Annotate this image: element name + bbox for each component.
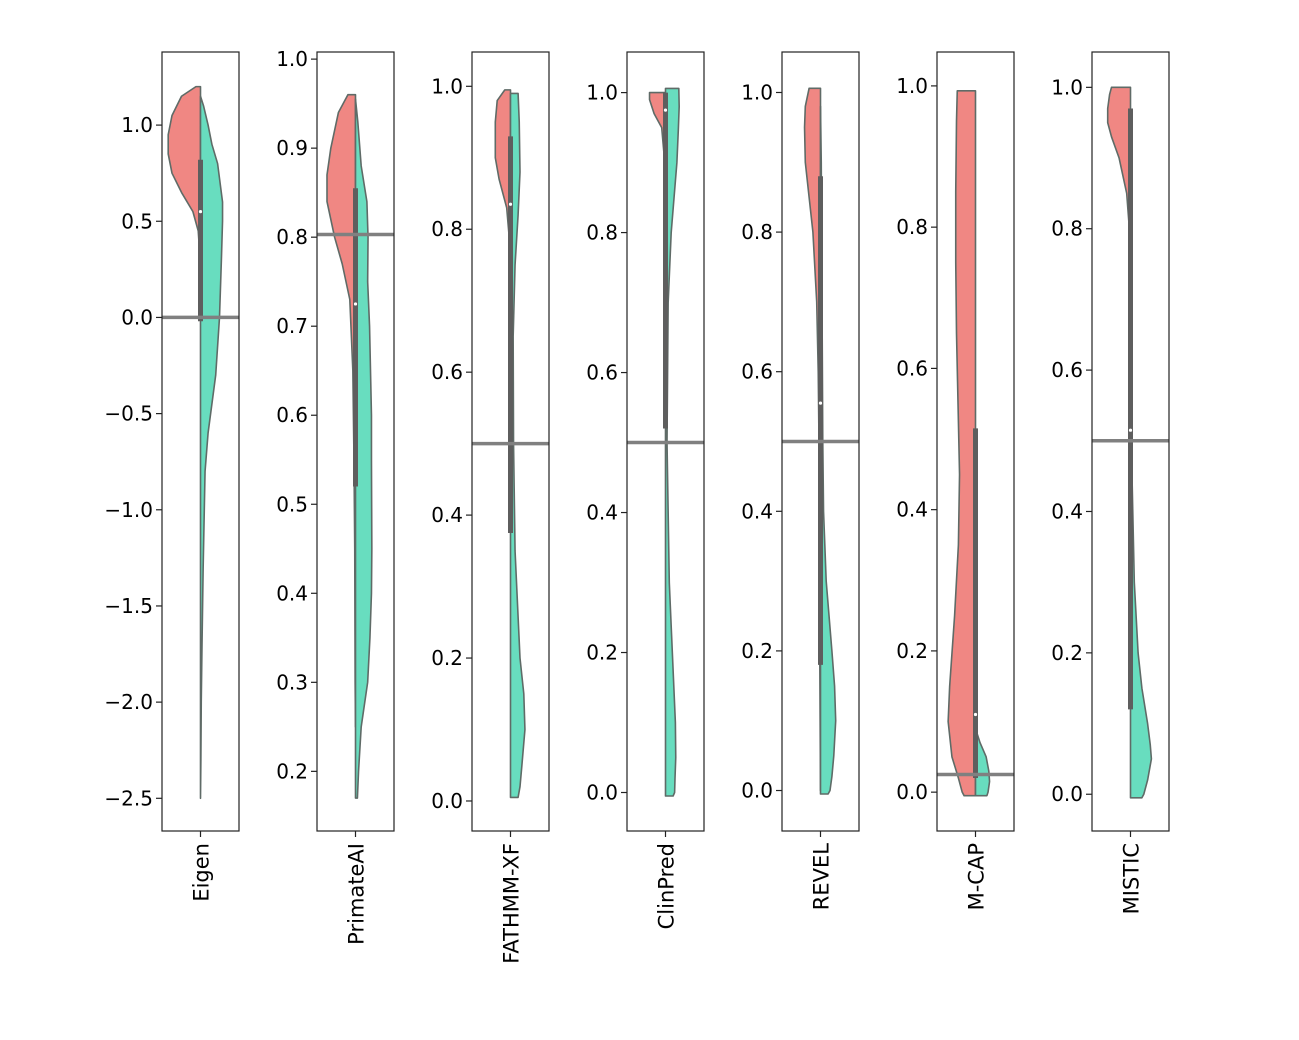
y-tick-label: 0.4 [431, 503, 463, 527]
category-label-m-cap: M-CAP [965, 843, 989, 910]
y-tick-label: 0.6 [741, 360, 773, 384]
y-tick-label: 0.0 [586, 781, 618, 805]
violin-left-half [1106, 86, 1132, 265]
y-tick-label: 0.2 [896, 639, 928, 663]
y-tick-label: 0.8 [896, 215, 928, 239]
y-tick-label: 0.3 [276, 670, 308, 694]
y-tick-label: 0.0 [896, 780, 928, 804]
y-tick-label: 1.0 [586, 81, 618, 105]
violin-right-half [199, 95, 224, 800]
violin-right-half [354, 98, 373, 799]
y-tick-label: 0.2 [741, 639, 773, 663]
y-tick-label: −1.5 [104, 594, 153, 618]
y-tick-label: 0.2 [276, 759, 308, 783]
y-tick-label: 0.2 [586, 641, 618, 665]
y-tick-label: 0.4 [586, 501, 618, 525]
y-tick-label: −2.5 [104, 786, 153, 810]
y-tick-label: 0.6 [1051, 358, 1083, 382]
category-label-fathmm-xf: FATHMM-XF [500, 843, 524, 964]
violin-right-half [1129, 157, 1153, 799]
median-point [508, 202, 513, 206]
y-tick-label: 0.0 [431, 789, 463, 813]
y-tick-label: 0.4 [896, 498, 928, 522]
category-label-revel: REVEL [810, 843, 834, 910]
panel-eigen: 1.0 0.5 0.0 −0.5 −1.0 −1.5 −2.0 −2.5 Eigen [104, 51, 240, 902]
median-point [353, 302, 358, 306]
y-tick-label: 1.0 [431, 74, 463, 98]
y-tick-label: 0.4 [741, 499, 773, 523]
y-tick-label: 0.8 [276, 225, 308, 249]
median-point [818, 401, 823, 405]
y-tick-label: 1.0 [741, 80, 773, 104]
violin-right-half [509, 92, 526, 799]
violin-right-half [664, 87, 680, 797]
median-point [1128, 428, 1133, 432]
y-tick-label: 0.0 [1051, 782, 1083, 806]
y-tick-label: 1.0 [121, 113, 153, 137]
y-tick-label: 0.6 [276, 403, 308, 427]
category-label-primateai: PrimateAI [345, 843, 369, 945]
y-tick-label: −0.5 [104, 402, 153, 426]
category-label-eigen: Eigen [190, 843, 214, 902]
y-tick-label: 0.8 [1051, 217, 1083, 241]
y-tick-label: 0.0 [121, 305, 153, 329]
y-tick-label: 0.8 [586, 221, 618, 245]
panel-m-cap: 1.0 0.8 0.6 0.4 0.2 0.0 M-CAP [896, 51, 1015, 910]
median-point [198, 210, 203, 214]
category-label-clinpred: ClinPred [655, 843, 679, 929]
y-tick-label: 0.8 [431, 217, 463, 241]
violin-left-half [326, 93, 357, 728]
y-tick-label: 0.7 [276, 314, 308, 338]
y-tick-label: 0.6 [431, 360, 463, 384]
y-tick-label: 0.5 [276, 492, 308, 516]
y-tick-label: 0.6 [586, 361, 618, 385]
y-tick-label: 0.5 [121, 209, 153, 233]
y-tick-label: 0.2 [1051, 641, 1083, 665]
median-point [973, 712, 978, 717]
panel-mistic: 1.0 0.8 0.6 0.4 0.2 0.0 MISTIC [1051, 51, 1170, 914]
category-label-mistic: MISTIC [1120, 843, 1144, 914]
panel-fathmm-xf: 1.0 0.8 0.6 0.4 0.2 0.0 FATHMM-XF [431, 51, 550, 964]
y-tick-label: 0.4 [1051, 499, 1083, 523]
violin-left-half [947, 90, 977, 797]
panel-revel: 1.0 0.8 0.6 0.4 0.2 0.0 REVEL [741, 51, 860, 910]
y-tick-label: 0.2 [431, 646, 463, 670]
violin-left-half [167, 85, 202, 280]
panel-primateai: 1.0 0.9 0.8 0.7 0.6 0.5 0.4 0.3 0.2 PrimateAI [276, 47, 395, 945]
y-tick-label: 1.0 [276, 47, 308, 71]
panel-clinpred: 1.0 0.8 0.6 0.4 0.2 0.0 ClinPred [586, 51, 705, 929]
median-point [663, 108, 668, 112]
y-tick-label: 0.9 [276, 136, 308, 160]
y-tick-label: 1.0 [896, 74, 928, 98]
y-tick-label: −2.0 [104, 690, 153, 714]
violin-right-half [974, 727, 991, 797]
y-tick-label: 0.0 [741, 779, 773, 803]
y-tick-label: 0.4 [276, 581, 308, 605]
y-tick-label: 1.0 [1051, 75, 1083, 99]
y-tick-label: 0.6 [896, 356, 928, 380]
y-tick-label: −1.0 [104, 498, 153, 522]
y-tick-label: 0.8 [741, 220, 773, 244]
